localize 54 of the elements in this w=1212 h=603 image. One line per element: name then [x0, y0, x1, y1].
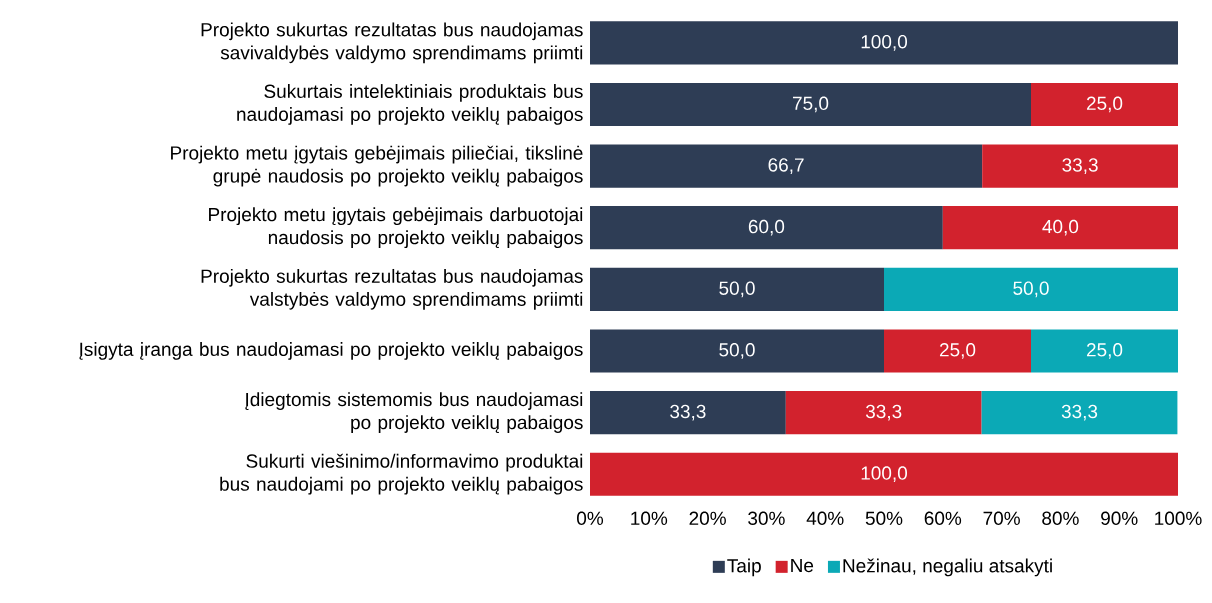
data-label: 50,0 — [1013, 281, 1049, 298]
x-tick-label: 40% — [806, 511, 844, 525]
data-label: 40,0 — [1042, 219, 1079, 236]
data-label: 25,0 — [1086, 96, 1123, 113]
bar — [590, 391, 786, 435]
y-tick-label: Projekto metu įgytais gebėjimais darbuotojai naudosis po projekto veiklų pabaigos — [209, 207, 583, 249]
bar — [590, 21, 1178, 65]
bar — [1031, 329, 1178, 373]
bar — [590, 267, 884, 311]
x-tick-label: 50% — [865, 511, 903, 525]
bar — [590, 206, 943, 250]
y-tick-label: Sukurtais intelektiniais produktais bus naudojamasi po projekto veiklų pabaigos — [237, 84, 583, 125]
x-tick-label: 100% — [1155, 511, 1202, 525]
data-label: 60,0 — [748, 219, 785, 236]
x-tick-label: 80% — [1042, 511, 1079, 525]
data-label: 25,0 — [939, 343, 976, 359]
data-label: 75,0 — [792, 96, 829, 113]
bar — [981, 391, 1178, 435]
bar — [590, 452, 1178, 496]
bar — [942, 206, 1178, 250]
bar — [982, 144, 1178, 188]
x-tick-label: 60% — [924, 511, 962, 525]
bar — [884, 329, 1031, 373]
bar — [590, 329, 884, 373]
x-tick-label: 30% — [748, 511, 785, 525]
bar — [590, 82, 1031, 127]
bar — [884, 267, 1178, 311]
y-tick-label: Projekto sukurtas rezultatas bus naudojamas valstybės valdymo sprendimams priimti — [201, 268, 583, 310]
data-label: 33,3 — [1062, 158, 1098, 174]
legend-label: Taip — [727, 558, 761, 577]
data-label: 100,0 — [861, 34, 908, 51]
y-tick-label: Projekto metu įgytais gebėjimais piliečiai, tikslinė grupė naudosis po projekto veiklų pabaigos — [171, 145, 583, 187]
legend-label: Nežinau, negaliu atsakyti — [843, 558, 1052, 577]
bar — [590, 144, 983, 188]
data-label: 25,0 — [1086, 343, 1123, 359]
data-label: 50,0 — [719, 281, 755, 298]
x-tick-label: 10% — [631, 511, 668, 525]
x-tick-label: 0% — [577, 511, 604, 525]
data-label: 50,0 — [719, 343, 755, 359]
data-label: 100,0 — [861, 466, 908, 483]
data-label: 33,3 — [670, 404, 706, 421]
x-tick-label: 70% — [983, 511, 1020, 525]
data-label: 66,7 — [768, 158, 804, 174]
x-tick-label: 90% — [1101, 511, 1138, 525]
y-tick-label: Projekto sukurtas rezultatas bus naudojamas savivaldybės valdymo sprendimams priimti — [201, 22, 583, 64]
y-tick-label: Sukurti viešinimo/informavimo produktai bus naudojami po projekto veiklų pabaigos — [220, 453, 583, 495]
bar — [1031, 82, 1178, 127]
x-tick-label: 20% — [689, 511, 726, 525]
legend-label: Ne — [791, 558, 814, 573]
data-label: 33,3 — [865, 404, 902, 421]
bar — [785, 391, 982, 435]
data-label: 33,3 — [1061, 404, 1098, 421]
y-tick-label: Įdiegtomis sistemomis bus naudojamasi po projekto veiklų pabaigos — [245, 392, 583, 433]
y-tick-label: Įsigyta įranga bus naudojamasi po projekto veiklų pabaigos — [79, 342, 583, 360]
